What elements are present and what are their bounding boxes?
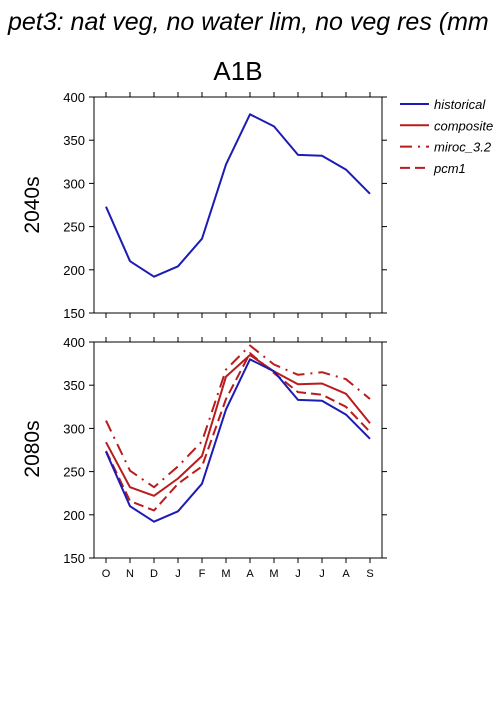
legend-label: composite bbox=[434, 118, 493, 133]
legend: historical composite miroc_3.2 pcm1 bbox=[400, 97, 493, 176]
y-tick-label: 250 bbox=[63, 465, 85, 480]
x-tick-label: S bbox=[366, 568, 373, 580]
x-tick-label: A bbox=[342, 568, 350, 580]
x-tick-label: D bbox=[150, 568, 158, 580]
row-label: 2040s bbox=[21, 176, 44, 233]
y-tick-label: 300 bbox=[63, 176, 85, 191]
y-tick-label: 300 bbox=[63, 421, 85, 436]
series-line-composite bbox=[105, 354, 371, 497]
x-tick-label: N bbox=[126, 568, 134, 580]
y-tick-label: 250 bbox=[63, 220, 85, 235]
y-tick-label: 400 bbox=[63, 335, 85, 350]
figure-title: pet3: nat veg, no water lim, no veg res … bbox=[7, 8, 489, 36]
x-tick-label: J bbox=[295, 568, 301, 580]
y-tick-label: 400 bbox=[63, 90, 85, 105]
plot-frame bbox=[93, 96, 383, 314]
y-tick-label: 350 bbox=[63, 378, 85, 393]
x-tick-label: M bbox=[269, 568, 278, 580]
series-line-historical bbox=[105, 113, 371, 278]
y-tick-label: 150 bbox=[63, 306, 85, 321]
scenario-label: A1B bbox=[213, 56, 262, 86]
y-tick-label: 150 bbox=[63, 551, 85, 566]
y-tick-label: 200 bbox=[63, 508, 85, 523]
x-tick-label: J bbox=[319, 568, 325, 580]
legend-label: pcm1 bbox=[433, 161, 466, 176]
legend-item: composite bbox=[400, 118, 493, 133]
x-tick-label: A bbox=[246, 568, 254, 580]
series-line-pcm1 bbox=[105, 352, 371, 512]
legend-label: miroc_3.2 bbox=[434, 140, 492, 155]
panel-2080s: 150 200 250 300 350 400 O N D J F M A M J J A S 2080s bbox=[21, 335, 387, 580]
legend-item: pcm1 bbox=[400, 161, 466, 176]
x-tick-label: J bbox=[175, 568, 181, 580]
row-label: 2080s bbox=[21, 420, 44, 477]
series-line-miroc-3-2 bbox=[105, 344, 371, 489]
y-tick-label: 200 bbox=[63, 263, 85, 278]
plot-frame bbox=[93, 341, 383, 559]
legend-item: miroc_3.2 bbox=[400, 140, 492, 155]
legend-item: historical bbox=[400, 97, 486, 112]
legend-label: historical bbox=[434, 97, 486, 112]
x-tick-label: M bbox=[221, 568, 230, 580]
panel-2040s: 150 200 250 300 350 400 2040s bbox=[21, 90, 387, 321]
series-line-historical bbox=[105, 358, 371, 523]
x-tick-label: F bbox=[199, 568, 206, 580]
y-tick-label: 350 bbox=[63, 133, 85, 148]
x-tick-label: O bbox=[102, 568, 111, 580]
